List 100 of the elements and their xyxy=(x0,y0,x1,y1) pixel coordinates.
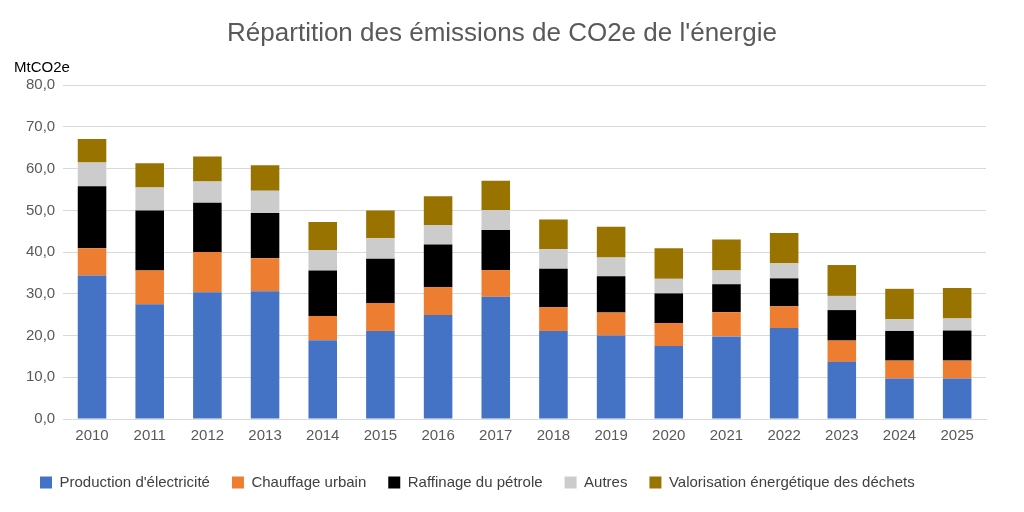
bar xyxy=(712,239,741,271)
bar xyxy=(423,196,453,225)
bar xyxy=(135,304,164,419)
bar xyxy=(423,287,453,316)
bar xyxy=(366,303,395,331)
bar xyxy=(769,278,799,307)
bar xyxy=(539,330,568,419)
bar xyxy=(769,328,799,419)
bar xyxy=(308,222,338,251)
bar xyxy=(135,163,164,188)
bar xyxy=(885,330,914,361)
y-axis-title: MtCO2e xyxy=(14,57,70,75)
x-tick-label: 2011 xyxy=(133,426,166,444)
bar xyxy=(539,219,568,250)
bar xyxy=(77,275,107,419)
bar xyxy=(596,312,626,336)
bar xyxy=(481,180,511,210)
bar xyxy=(596,226,626,258)
bar xyxy=(193,156,222,182)
bar xyxy=(77,139,107,163)
bar xyxy=(827,361,857,419)
bar xyxy=(885,319,914,331)
bar xyxy=(135,187,164,211)
x-tick-label: 2014 xyxy=(306,426,340,444)
bar xyxy=(481,270,511,297)
bar xyxy=(250,165,280,191)
y-tick-label: 30,0 xyxy=(25,283,56,301)
bar xyxy=(366,210,395,239)
bar xyxy=(308,250,338,271)
x-tick-label: 2019 xyxy=(594,426,628,444)
x-tick-label: 2024 xyxy=(882,426,917,444)
y-tick-label: 80,0 xyxy=(25,75,56,93)
bar xyxy=(250,190,280,213)
bar xyxy=(596,335,626,419)
bar xyxy=(423,244,453,288)
bar xyxy=(769,306,799,329)
y-tick-label: 20,0 xyxy=(25,325,56,343)
bar xyxy=(193,252,222,293)
bar xyxy=(193,292,222,419)
bar xyxy=(712,270,741,285)
bar xyxy=(539,268,568,308)
bar xyxy=(596,276,626,313)
x-tick-label: 2013 xyxy=(248,426,282,444)
bar xyxy=(481,209,511,230)
bar xyxy=(654,248,684,279)
bar xyxy=(193,202,222,253)
x-tick-label: 2015 xyxy=(363,426,398,444)
bar xyxy=(539,249,568,269)
bar xyxy=(712,336,741,419)
bar xyxy=(423,224,453,245)
bar xyxy=(827,265,857,296)
bar xyxy=(135,270,164,305)
bar xyxy=(250,212,280,259)
legend-label: Raffinage du pétrole xyxy=(407,472,543,490)
x-tick-label: 2022 xyxy=(767,426,801,444)
bar xyxy=(942,378,972,419)
bar xyxy=(596,257,626,277)
bar xyxy=(942,318,972,331)
bar xyxy=(654,345,684,419)
bar xyxy=(77,248,107,276)
y-tick-label: 70,0 xyxy=(25,117,56,135)
bar xyxy=(712,312,741,337)
x-tick-label: 2023 xyxy=(825,426,859,444)
y-tick-label: 50,0 xyxy=(25,200,56,218)
x-tick-label: 2016 xyxy=(421,426,455,444)
bar xyxy=(423,315,453,419)
legend-label: Valorisation énergétique des déchets xyxy=(668,472,915,490)
bar xyxy=(308,340,338,419)
bar xyxy=(77,186,107,249)
x-tick-label: 2012 xyxy=(190,426,225,444)
bar xyxy=(654,293,684,324)
legend-label: Production d'électricité xyxy=(59,472,210,490)
bar xyxy=(250,258,280,292)
bar xyxy=(366,238,395,259)
bar xyxy=(250,291,280,419)
x-tick-label: 2025 xyxy=(940,426,974,444)
bar xyxy=(769,232,799,264)
bar xyxy=(481,296,511,419)
bar xyxy=(366,258,395,304)
bar xyxy=(942,287,972,319)
bar xyxy=(308,270,338,316)
bar xyxy=(654,323,684,346)
y-tick-label: 40,0 xyxy=(25,242,56,260)
bar xyxy=(942,360,972,379)
bar xyxy=(827,295,857,311)
x-tick-label: 2021 xyxy=(709,426,744,444)
bar xyxy=(712,284,741,313)
bar xyxy=(135,210,164,271)
bar xyxy=(654,278,684,294)
y-tick-label: 0,0 xyxy=(34,409,56,427)
chart-title: Répartition des émissions de CO2e de l'énergie xyxy=(227,16,777,47)
x-tick-label: 2010 xyxy=(75,426,109,444)
bar xyxy=(308,315,338,341)
bar xyxy=(885,288,914,320)
legend-label: Chauffage urbain xyxy=(251,472,367,490)
x-tick-label: 2020 xyxy=(652,426,686,444)
bar xyxy=(481,229,511,271)
bar xyxy=(77,162,107,187)
bar xyxy=(885,378,914,419)
y-tick-label: 10,0 xyxy=(25,367,56,385)
